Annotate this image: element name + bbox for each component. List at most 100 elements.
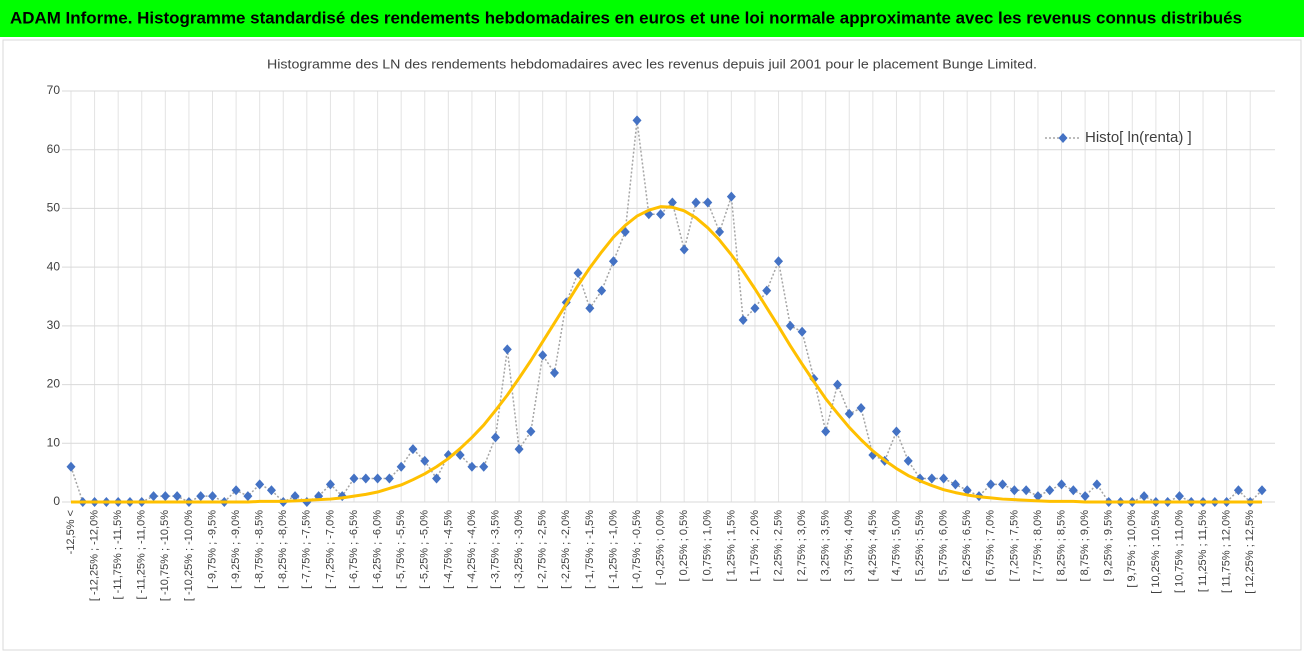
data-point <box>526 426 536 437</box>
x-tick-label: [ 4,25% ; 4,5% <box>867 510 879 582</box>
data-point <box>903 455 913 466</box>
y-tick-label: 60 <box>47 142 61 156</box>
data-point <box>432 473 442 484</box>
x-tick-label: [ -11,75% ; -11,5% <box>112 510 124 600</box>
data-point <box>573 268 583 279</box>
data-point <box>373 473 383 484</box>
data-point <box>962 485 972 496</box>
data-point <box>986 479 996 490</box>
x-tick-label: [ 0,25% ; 0,5% <box>678 510 690 582</box>
chart-title: Histogramme des LN des rendements hebdom… <box>267 56 1037 71</box>
normal-curve <box>71 205 1262 504</box>
data-point <box>361 473 371 484</box>
data-point <box>1139 491 1149 502</box>
data-point <box>266 485 276 496</box>
x-tick-label: [ 0,75% ; 1,0% <box>702 510 714 582</box>
data-point <box>585 303 595 314</box>
data-point <box>597 285 607 296</box>
data-point <box>514 444 524 455</box>
data-point <box>608 256 618 267</box>
x-tick-label: [ 8,75% ; 9,0% <box>1079 510 1091 582</box>
x-tick-label: [ 4,75% ; 5,0% <box>890 510 902 582</box>
data-point <box>491 432 501 443</box>
x-tick-label: [ -4,75% ; -4,5% <box>442 510 454 589</box>
header-bar <box>0 0 1304 37</box>
data-point <box>891 426 901 437</box>
data-point <box>196 491 206 502</box>
data-point <box>325 479 335 490</box>
data-point <box>208 491 218 502</box>
data-point <box>750 303 760 314</box>
data-point <box>821 426 831 437</box>
data-point <box>1045 485 1055 496</box>
data-point <box>1057 479 1067 490</box>
data-point <box>1021 485 1031 496</box>
x-tick-label: [ -8,25% ; -8,0% <box>277 510 289 589</box>
data-point <box>255 479 265 490</box>
data-point <box>172 491 182 502</box>
data-point <box>66 461 76 472</box>
data-point <box>1080 491 1090 502</box>
x-tick-label: [ -0,75% ; -0,5% <box>631 510 643 589</box>
x-tick-label: [ -12,25% ; -12,0% <box>88 510 100 601</box>
x-tick-label: [ 9,75% ; 10,0% <box>1126 510 1138 588</box>
x-tick-label: [ 6,25% ; 6,5% <box>961 510 973 582</box>
x-tick-label: [ 12,25% ; 12,5% <box>1244 510 1256 594</box>
x-tick-label: [ 11,75% ; 12,0% <box>1221 510 1233 593</box>
x-tick-label: [ -5,25% ; -5,0% <box>419 510 431 589</box>
data-point <box>384 473 394 484</box>
y-tick-label: 30 <box>47 318 61 332</box>
y-tick-label: 0 <box>53 494 60 508</box>
y-tick-label: 10 <box>47 435 61 449</box>
data-point <box>149 491 159 502</box>
x-tick-label: [ -0,25% ; 0,0% <box>655 510 667 585</box>
x-tick-label: [ 1,75% ; 2,0% <box>749 510 761 582</box>
data-point <box>715 226 725 237</box>
x-tick-label: [ -9,25% ; -9,0% <box>230 510 242 589</box>
x-tick-label: [ 10,25% ; 10,5% <box>1150 510 1162 594</box>
data-point <box>479 461 489 472</box>
data-point <box>302 497 312 507</box>
data-point <box>160 491 170 502</box>
x-tick-label: [ -1,75% ; -1,5% <box>584 510 596 589</box>
x-tick-label: [ -1,25% ; -1,0% <box>607 510 619 589</box>
x-tick-label: [ -10,25% ; -10,0% <box>183 510 195 601</box>
x-tick-label: [ 2,75% ; 3,0% <box>796 510 808 582</box>
data-point <box>927 473 937 484</box>
x-tick-label: [ -2,75% ; -2,5% <box>537 510 549 589</box>
legend-label: Histo[ ln(renta) ] <box>1085 129 1192 146</box>
x-tick-label: [ 2,25% ; 2,5% <box>772 510 784 582</box>
x-tick-label: [ 8,25% ; 8,5% <box>1055 510 1067 582</box>
data-point <box>549 367 559 378</box>
data-point <box>832 379 842 390</box>
data-point <box>408 444 418 455</box>
data-point <box>349 473 359 484</box>
y-tick-label: 70 <box>47 83 61 97</box>
data-point <box>667 197 677 208</box>
data-point <box>797 326 807 337</box>
data-point <box>785 320 795 331</box>
x-tick-label: [ -3,25% ; -3,0% <box>513 510 525 589</box>
x-tick-label: [ -3,75% ; -3,5% <box>489 510 501 589</box>
data-point <box>290 491 300 502</box>
legend-marker <box>1058 133 1068 143</box>
data-point <box>1068 485 1078 496</box>
data-point <box>774 256 784 267</box>
data-point <box>467 461 477 472</box>
x-tick-label: [ 1,25% ; 1,5% <box>725 510 737 582</box>
x-tick-label: [ -11,25% ; -11,0% <box>136 510 148 600</box>
x-tick-label: [ 11,25% ; 11,5% <box>1197 510 1209 592</box>
data-point <box>844 408 854 419</box>
data-point <box>856 403 866 414</box>
x-tick-label: [ -2,25% ; -2,0% <box>560 510 572 589</box>
x-tick-label: [ 5,25% ; 5,5% <box>914 510 926 582</box>
data-point <box>502 344 512 355</box>
x-tick-label: [ 7,75% ; 8,0% <box>1032 510 1044 582</box>
x-tick-label: [ 6,75% ; 7,0% <box>985 510 997 582</box>
chart-border <box>2 39 1302 651</box>
data-point <box>538 350 548 361</box>
data-point <box>1033 491 1043 502</box>
x-tick-label: [ 10,75% ; 11,0% <box>1173 510 1185 593</box>
